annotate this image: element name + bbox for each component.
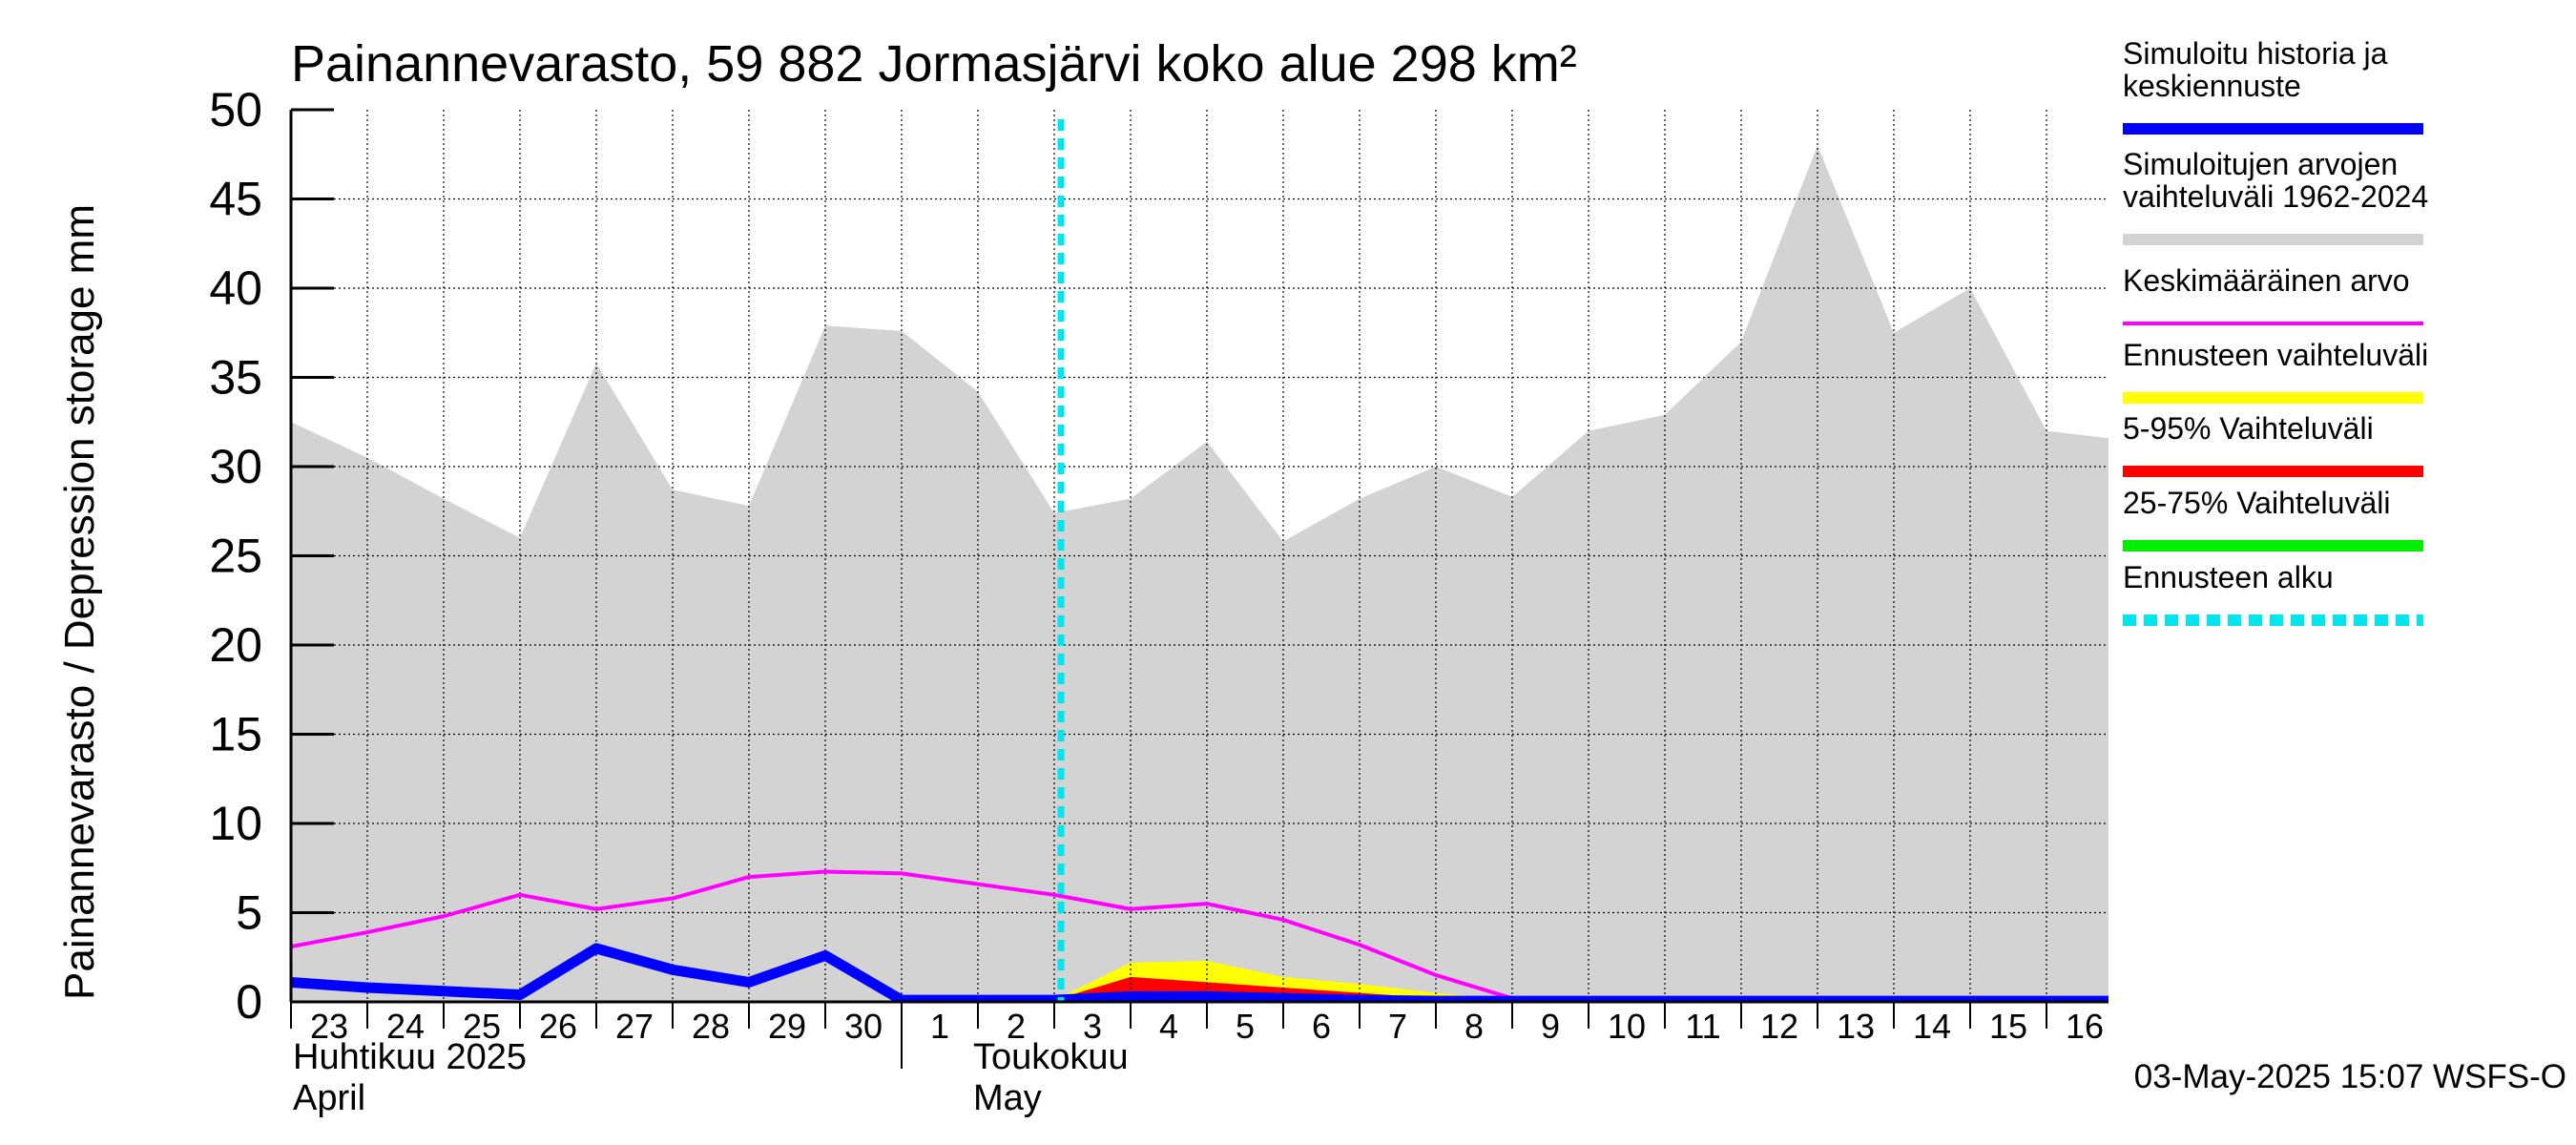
y-tick-label: 0 bbox=[236, 975, 262, 1029]
x-tick-label: 11 bbox=[1685, 1007, 1720, 1046]
x-tick-label: 3 bbox=[1083, 1007, 1102, 1046]
legend-label: keskiennuste bbox=[2123, 69, 2301, 103]
y-tick-label: 15 bbox=[209, 708, 262, 761]
x-tick-label: 13 bbox=[1837, 1007, 1875, 1046]
x-tick-label: 2 bbox=[1007, 1007, 1026, 1046]
plot-area bbox=[291, 110, 2109, 1002]
y-tick-label: 5 bbox=[236, 886, 262, 940]
y-tick-label: 40 bbox=[209, 261, 262, 315]
y-tick-label: 50 bbox=[209, 83, 262, 136]
y-tick-label: 25 bbox=[209, 530, 262, 583]
x-tick-label: 4 bbox=[1159, 1007, 1178, 1046]
range-area-simuloitujen-arvojen-vaihteluv-li-1962-2024 bbox=[291, 145, 2109, 1002]
month-label-secondary: May bbox=[973, 1078, 1042, 1118]
plot-clip-group bbox=[291, 110, 2109, 1002]
x-tick-label: 10 bbox=[1608, 1007, 1646, 1046]
legend-label: Keskimääräinen arvo bbox=[2123, 263, 2410, 298]
x-tick-label: 14 bbox=[1913, 1007, 1951, 1046]
y-tick-label: 30 bbox=[209, 440, 262, 493]
x-tick-label: 29 bbox=[768, 1007, 806, 1046]
x-tick-label: 24 bbox=[386, 1007, 425, 1046]
x-tick-label: 12 bbox=[1760, 1007, 1798, 1046]
x-tick-label: 15 bbox=[1989, 1007, 2027, 1046]
x-tick-label: 1 bbox=[930, 1007, 949, 1046]
x-tick-label: 23 bbox=[310, 1007, 348, 1046]
x-tick-label: 25 bbox=[463, 1007, 501, 1046]
x-tick-label: 16 bbox=[2066, 1007, 2104, 1046]
legend-label: Ennusteen vaihteluväli bbox=[2123, 338, 2428, 372]
legend-label: 5-95% Vaihteluväli bbox=[2123, 411, 2374, 446]
gridlines bbox=[291, 110, 2109, 1002]
x-tick-label: 7 bbox=[1388, 1007, 1407, 1046]
month-label-primary: Toukokuu bbox=[973, 1037, 1129, 1077]
chart-title: Painannevarasto, 59 882 Jormasjärvi koko… bbox=[291, 35, 1577, 93]
x-tick-label: 30 bbox=[844, 1007, 883, 1046]
legend-label: Simuloitujen arvojen bbox=[2123, 147, 2398, 181]
x-tick-label: 9 bbox=[1541, 1007, 1560, 1046]
timestamp: 03-May-2025 15:07 WSFS-O bbox=[2134, 1058, 2566, 1095]
x-tick-label: 5 bbox=[1236, 1007, 1255, 1046]
x-tick-label: 26 bbox=[539, 1007, 577, 1046]
y-tick-label: 35 bbox=[209, 351, 262, 405]
month-label-primary: Huhtikuu 2025 bbox=[293, 1037, 527, 1077]
y-tick-label: 10 bbox=[209, 797, 262, 850]
x-tick-label: 8 bbox=[1465, 1007, 1484, 1046]
y-tick-label: 20 bbox=[209, 618, 262, 672]
x-tick-label: 28 bbox=[692, 1007, 730, 1046]
legend-label: Simuloitu historia ja bbox=[2123, 36, 2388, 71]
y-tick-label: 45 bbox=[209, 173, 262, 226]
legend-label: 25-75% Vaihteluväli bbox=[2123, 486, 2390, 520]
month-label-secondary: April bbox=[293, 1078, 365, 1118]
legend-label: Ennusteen alku bbox=[2123, 560, 2334, 594]
x-tick-label: 6 bbox=[1312, 1007, 1331, 1046]
legend-label: vaihteluväli 1962-2024 bbox=[2123, 179, 2428, 214]
x-tick-label: 27 bbox=[615, 1007, 654, 1046]
y-axis-label: Painannevarasto / Depression storage mm bbox=[56, 204, 103, 1000]
